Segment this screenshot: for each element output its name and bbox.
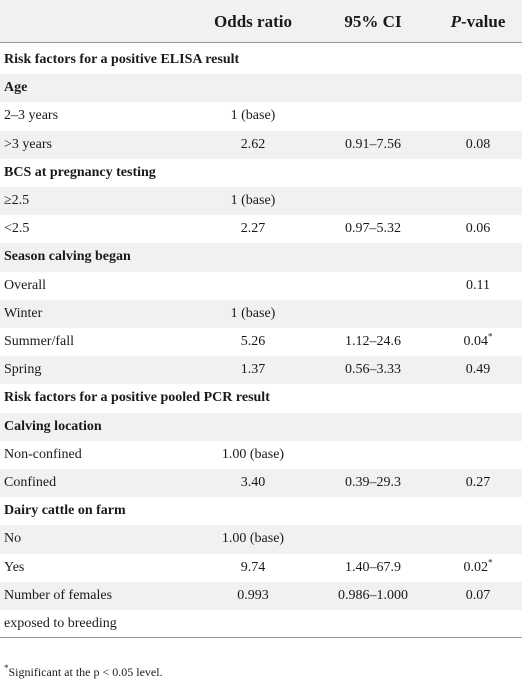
odds-ratio-cell: 0.993 bbox=[237, 587, 269, 605]
row-band bbox=[0, 187, 522, 216]
row-band bbox=[0, 299, 522, 328]
row-band bbox=[0, 412, 522, 441]
p-value-cell-value: 0.02 bbox=[463, 559, 489, 575]
header-ci: 95% CI bbox=[344, 12, 402, 31]
row-band bbox=[0, 130, 522, 159]
odds-ratio-cell: 1.00 (base) bbox=[222, 530, 284, 548]
odds-ratio-cell: 5.26 bbox=[241, 333, 266, 351]
group-heading: Dairy cattle on farm bbox=[4, 503, 126, 519]
ci-cell-value: 1.12–24.6 bbox=[345, 334, 401, 349]
header-rule bbox=[0, 42, 522, 43]
row-label: <2.5 bbox=[4, 221, 30, 237]
row-label: Number of females bbox=[4, 587, 113, 603]
odds-ratio-cell: 1.37 bbox=[241, 361, 266, 379]
p-value-cell: 0.07 bbox=[466, 587, 491, 605]
odds-ratio-cell-value: 2.27 bbox=[240, 221, 266, 237]
p-value-cell: 0.02* bbox=[463, 556, 493, 577]
row-label: exposed to breeding bbox=[4, 616, 117, 631]
p-value-cell-value: 0.06 bbox=[465, 221, 491, 237]
bottom-rule bbox=[0, 637, 522, 638]
odds-ratio-cell-value: 2.62 bbox=[240, 136, 266, 152]
odds-ratio-cell-value: 1.00 (base) bbox=[221, 531, 285, 547]
odds-ratio-cell-value: 1.37 bbox=[240, 362, 266, 378]
ci-cell-value: 0.97–5.32 bbox=[345, 221, 401, 237]
odds-ratio-cell: 1 (base) bbox=[231, 107, 276, 125]
row-label: 2–3 years bbox=[4, 108, 59, 124]
row-band bbox=[0, 469, 522, 498]
odds-ratio-cell-value: 0.993 bbox=[237, 587, 269, 603]
ci-cell-value: 1.40–67.9 bbox=[345, 559, 401, 575]
row-label: ≥2.5 bbox=[4, 193, 30, 208]
odds-ratio-cell-value: 1 (base) bbox=[230, 108, 276, 124]
odds-ratio-cell-value: 1.00 (base) bbox=[221, 446, 285, 462]
row-band bbox=[0, 525, 522, 554]
p-value-cell: 0.27 bbox=[466, 474, 491, 492]
odds-ratio-cell: 9.74 bbox=[241, 559, 266, 577]
ci-cell: 0.91–7.56 bbox=[345, 136, 401, 154]
group-heading: Age bbox=[4, 80, 28, 96]
p-value-cell-value: 0.08 bbox=[465, 136, 491, 152]
row-label: Winter bbox=[4, 305, 43, 321]
row-label: No bbox=[4, 531, 22, 547]
ci-cell: 0.39–29.3 bbox=[345, 474, 401, 492]
p-value-cell-value: 0.49 bbox=[465, 362, 491, 378]
p-value-cell: 0.06 bbox=[466, 220, 491, 238]
odds-ratio-cell: 2.62 bbox=[241, 136, 266, 154]
odds-ratio-cell-value: 1 (base) bbox=[230, 193, 276, 208]
odds-ratio-cell-value: 1 (base) bbox=[230, 305, 276, 321]
odds-ratio-cell-value: 9.74 bbox=[240, 559, 266, 575]
p-value-cell: 0.08 bbox=[466, 136, 491, 154]
ci-cell-value: 0.39–29.3 bbox=[345, 475, 401, 490]
group-heading: Season calving began bbox=[4, 249, 131, 265]
footnote-text: Significant at the p < 0.05 level. bbox=[8, 665, 163, 679]
row-band bbox=[0, 356, 522, 385]
odds-ratio-cell: 1 (base) bbox=[231, 305, 276, 323]
p-value-cell: 0.49 bbox=[466, 361, 491, 379]
p-value-cell: 0.11 bbox=[466, 277, 490, 295]
ci-cell: 1.40–67.9 bbox=[345, 559, 401, 577]
p-value-cell-value: 0.04 bbox=[463, 334, 489, 349]
section-heading: Risk factors for a positive pooled PCR r… bbox=[4, 390, 270, 406]
row-label: Spring bbox=[4, 362, 42, 378]
p-value-cell-value: 0.11 bbox=[466, 277, 490, 293]
ci-cell-value: 0.91–7.56 bbox=[345, 136, 401, 152]
odds-ratio-cell-value: 5.26 bbox=[240, 334, 266, 349]
row-band bbox=[0, 243, 522, 272]
odds-ratio-cell: 1 (base) bbox=[231, 192, 276, 210]
ci-cell-value: 0.986–1.000 bbox=[338, 587, 408, 603]
table-header bbox=[0, 0, 522, 42]
odds-ratio-cell-value: 3.40 bbox=[240, 475, 266, 490]
ci-cell: 0.56–3.33 bbox=[345, 361, 401, 379]
row-band bbox=[0, 74, 522, 103]
ci-cell: 1.12–24.6 bbox=[345, 333, 401, 351]
row-label: Non-confined bbox=[4, 446, 82, 462]
footnote-mark: * bbox=[4, 663, 9, 673]
group-heading: BCS at pregnancy testing bbox=[4, 164, 156, 180]
row-label: >3 years bbox=[4, 136, 52, 152]
p-value-cell: 0.04* bbox=[463, 331, 493, 351]
header-p-rest: -value bbox=[461, 12, 506, 31]
row-label: Summer/fall bbox=[4, 334, 74, 349]
significance-mark: * bbox=[488, 331, 493, 342]
odds-ratio-cell: 2.27 bbox=[241, 220, 266, 238]
ci-cell: 0.986–1.000 bbox=[338, 587, 408, 605]
header-p-italic: P bbox=[450, 12, 461, 31]
odds-ratio-cell: 3.40 bbox=[241, 474, 266, 492]
header-p-value: P-value bbox=[451, 11, 506, 33]
ci-cell: 0.97–5.32 bbox=[345, 220, 401, 238]
section-heading: Risk factors for a positive ELISA result bbox=[4, 52, 240, 67]
row-label: Confined bbox=[4, 475, 57, 490]
p-value-cell-value: 0.27 bbox=[465, 475, 491, 490]
footnote: *Significant at the p < 0.05 level. bbox=[4, 663, 163, 680]
significance-mark: * bbox=[488, 556, 493, 567]
header-odds-ratio: Odds ratio bbox=[214, 12, 292, 31]
ci-cell-value: 0.56–3.33 bbox=[345, 362, 401, 378]
row-band bbox=[0, 581, 522, 610]
p-value-cell-value: 0.07 bbox=[465, 587, 491, 603]
odds-ratio-cell: 1.00 (base) bbox=[222, 446, 284, 464]
group-heading: Calving location bbox=[4, 418, 102, 434]
row-label: Overall bbox=[4, 277, 46, 293]
row-label: Yes bbox=[4, 559, 25, 575]
